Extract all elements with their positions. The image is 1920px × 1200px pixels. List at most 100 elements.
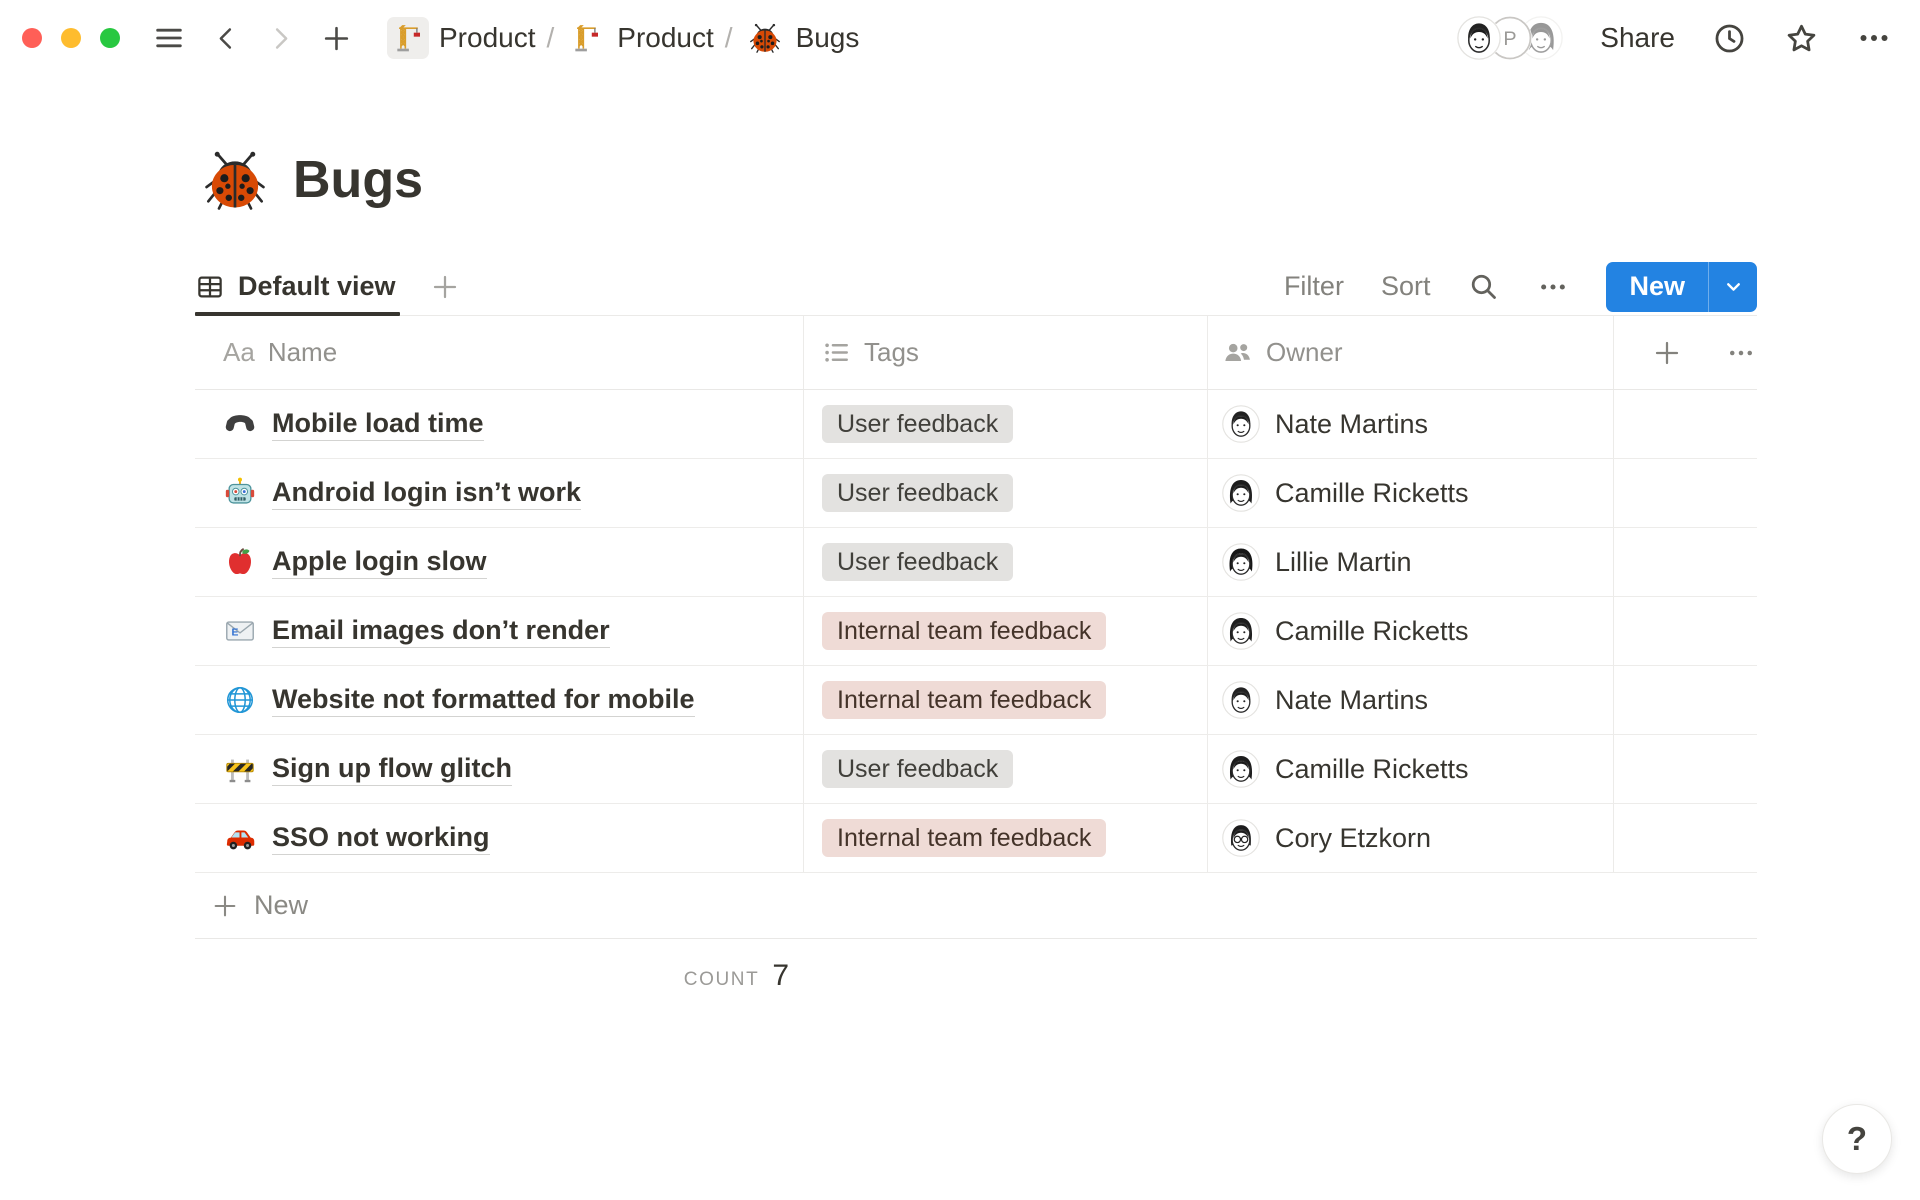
new-row-button[interactable]: New — [195, 873, 1757, 939]
row-extra-cell — [1613, 735, 1757, 803]
tag-pill[interactable]: User feedback — [822, 474, 1014, 512]
owner-avatar — [1222, 474, 1260, 512]
new-button[interactable]: New — [1606, 262, 1708, 312]
row-title[interactable]: Email images don’t render — [272, 615, 610, 648]
favorite-star-icon[interactable] — [1784, 21, 1819, 56]
minimize-button[interactable] — [61, 28, 81, 48]
zoom-button[interactable] — [100, 28, 120, 48]
row-title[interactable]: Website not formatted for mobile — [272, 684, 695, 717]
tag-pill[interactable]: Internal team feedback — [822, 819, 1107, 857]
sort-button[interactable]: Sort — [1380, 271, 1431, 301]
plus-icon — [214, 895, 236, 916]
row-tags-cell[interactable]: Internal team feedback — [803, 804, 1207, 872]
back-icon[interactable] — [213, 23, 240, 54]
table-row[interactable]: Mobile load time User feedback Nate Mart… — [195, 390, 1757, 459]
robot-icon — [223, 476, 257, 510]
tag-pill[interactable]: User feedback — [822, 405, 1014, 443]
owner-avatar — [1222, 543, 1260, 581]
tab-default-view[interactable]: Default view — [195, 258, 400, 316]
table-row[interactable]: Sign up flow glitch User feedback Camill… — [195, 735, 1757, 804]
row-owner-cell[interactable]: Cory Etzkorn — [1207, 804, 1613, 872]
add-column-icon[interactable] — [1652, 338, 1682, 368]
row-tags-cell[interactable]: User feedback — [803, 735, 1207, 803]
row-extra-cell — [1613, 390, 1757, 458]
row-tags-cell[interactable]: Internal team feedback — [803, 666, 1207, 734]
row-tags-cell[interactable]: User feedback — [803, 390, 1207, 458]
column-header-owner[interactable]: Owner — [1207, 316, 1613, 389]
row-owner-cell[interactable]: Camille Ricketts — [1207, 597, 1613, 665]
row-owner-cell[interactable]: Nate Martins — [1207, 390, 1613, 458]
row-name-cell[interactable]: Android login isn’t work — [195, 459, 803, 527]
row-tags-cell[interactable]: User feedback — [803, 528, 1207, 596]
row-name-cell[interactable]: SSO not working — [195, 804, 803, 872]
row-title[interactable]: SSO not working — [272, 822, 490, 855]
column-label: Tags — [864, 337, 919, 367]
table-header-extra — [1613, 316, 1757, 389]
row-title[interactable]: Sign up flow glitch — [272, 753, 512, 786]
sidebar-toggle-icon[interactable] — [152, 21, 186, 55]
man-sketch-avatar[interactable] — [1457, 16, 1502, 60]
page-icon-ladybug[interactable] — [203, 148, 267, 212]
page-title[interactable]: Bugs — [293, 151, 423, 209]
table-row[interactable]: Website not formatted for mobile Interna… — [195, 666, 1757, 735]
filter-button[interactable]: Filter — [1283, 271, 1344, 301]
row-owner-cell[interactable]: Lillie Martin — [1207, 528, 1613, 596]
close-button[interactable] — [22, 28, 42, 48]
row-owner-cell[interactable]: Camille Ricketts — [1207, 735, 1613, 803]
row-title[interactable]: Apple login slow — [272, 546, 487, 579]
table-more-ellipsis-icon[interactable] — [1726, 338, 1756, 368]
table-header-row: Aa Name Tags Owner — [195, 316, 1757, 390]
forward-icon[interactable] — [267, 23, 294, 54]
new-split-button: New — [1606, 261, 1757, 312]
traffic-lights — [22, 28, 120, 48]
row-name-cell[interactable]: Sign up flow glitch — [195, 735, 803, 803]
row-title[interactable]: Mobile load time — [272, 408, 484, 441]
table-row[interactable]: Android login isn’t work User feedback C… — [195, 459, 1757, 528]
row-tags-cell[interactable]: Internal team feedback — [803, 597, 1207, 665]
presence-avatars[interactable]: P — [1457, 16, 1564, 60]
row-owner-cell[interactable]: Camille Ricketts — [1207, 459, 1613, 527]
breadcrumb-item-bugs[interactable]: Bugs — [744, 17, 859, 59]
tag-pill[interactable]: User feedback — [822, 543, 1014, 581]
table-row[interactable]: SSO not working Internal team feedback C… — [195, 804, 1757, 873]
count-calculation[interactable]: COUNT 7 — [195, 939, 803, 993]
phone-icon — [223, 407, 257, 441]
column-header-name[interactable]: Aa Name — [195, 316, 803, 389]
row-owner-cell[interactable]: Nate Martins — [1207, 666, 1613, 734]
owner-name: Lillie Martin — [1275, 546, 1412, 577]
new-page-icon[interactable] — [321, 23, 352, 54]
construction-icon — [223, 752, 257, 786]
row-name-cell[interactable]: Apple login slow — [195, 528, 803, 596]
row-name-cell[interactable]: E Email images don’t render — [195, 597, 803, 665]
more-ellipsis-icon[interactable] — [1856, 20, 1892, 56]
row-title[interactable]: Android login isn’t work — [272, 477, 581, 510]
breadcrumb-item-product[interactable]: Product — [387, 17, 536, 59]
tag-pill[interactable]: Internal team feedback — [822, 612, 1107, 650]
row-tags-cell[interactable]: User feedback — [803, 459, 1207, 527]
history-clock-icon[interactable] — [1712, 21, 1747, 56]
table-row[interactable]: Apple login slow User feedback Lillie Ma… — [195, 528, 1757, 597]
crane-icon — [565, 17, 607, 59]
row-name-cell[interactable]: Mobile load time — [195, 390, 803, 458]
table-row[interactable]: E Email images don’t render Internal tea… — [195, 597, 1757, 666]
svg-text:E: E — [232, 628, 239, 639]
share-button[interactable]: Share — [1600, 22, 1675, 53]
table-body: Mobile load time User feedback Nate Mart… — [195, 390, 1757, 873]
owner-avatar — [1222, 405, 1260, 443]
owner-name: Camille Ricketts — [1275, 477, 1469, 508]
column-header-tags[interactable]: Tags — [803, 316, 1207, 389]
tag-pill[interactable]: Internal team feedback — [822, 681, 1107, 719]
row-name-cell[interactable]: Website not formatted for mobile — [195, 666, 803, 734]
new-chevron-down-icon[interactable] — [1709, 262, 1757, 312]
woman-sketch-avatar[interactable] — [1519, 16, 1564, 60]
tag-pill[interactable]: User feedback — [822, 750, 1014, 788]
search-icon[interactable] — [1467, 270, 1500, 303]
count-value: 7 — [772, 959, 789, 992]
breadcrumb-item-product[interactable]: Product — [565, 17, 714, 59]
bugs-table: Aa Name Tags Owner — [195, 316, 1757, 993]
owner-name: Camille Ricketts — [1275, 615, 1469, 646]
help-button[interactable]: ? — [1822, 1104, 1892, 1174]
view-more-ellipsis-icon[interactable] — [1537, 271, 1569, 303]
table-view-icon — [195, 272, 225, 302]
add-view-icon[interactable] — [430, 272, 460, 302]
